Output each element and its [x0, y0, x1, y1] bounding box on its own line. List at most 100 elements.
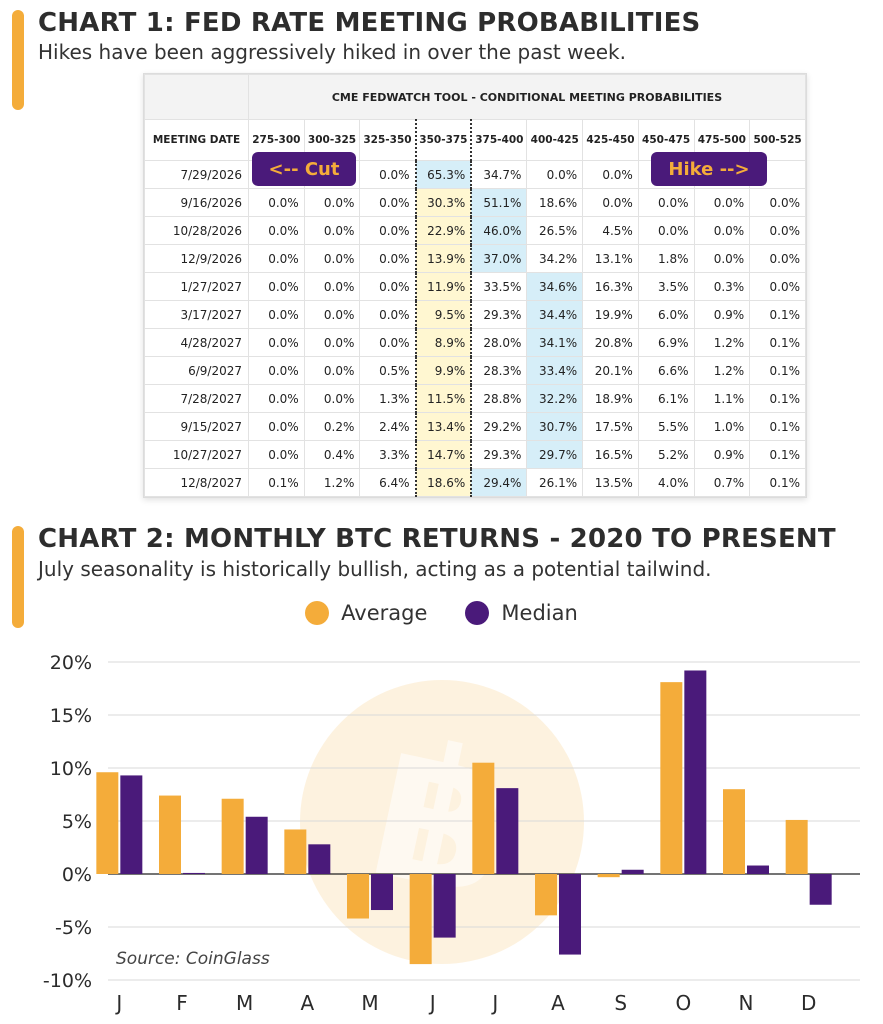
bar-average-3: [284, 829, 307, 874]
probability-cell: 0.0%: [582, 160, 639, 189]
probability-cell: 0.1%: [749, 328, 806, 357]
chart2-title: CHART 2: MONTHLY BTC RETURNS - 2020 TO P…: [38, 524, 836, 554]
probability-cell: 0.0%: [359, 272, 417, 301]
cut-tag: <-- Cut: [252, 152, 356, 186]
probability-cell: 34.1%: [526, 328, 584, 357]
probability-cell: 30.3%: [414, 188, 472, 217]
probability-cell: 0.1%: [749, 384, 806, 413]
bar-average-2: [221, 798, 244, 874]
chart-bars: [96, 670, 832, 965]
probability-cell: 0.0%: [359, 328, 417, 357]
bar-median-11: [809, 874, 832, 905]
meeting-date-cell: 3/17/2027: [144, 300, 249, 329]
bar-average-4: [347, 874, 369, 919]
probability-cell: 6.6%: [637, 356, 695, 385]
y-tick-label: 5%: [62, 811, 92, 833]
bar-median-5: [433, 874, 456, 938]
probability-cell: 0.0%: [248, 328, 305, 357]
meeting-date-cell: 9/15/2027: [144, 412, 249, 441]
probability-cell: 11.9%: [414, 272, 472, 301]
meeting-date-cell: 12/9/2026: [144, 244, 249, 273]
y-tick-label: 10%: [50, 758, 92, 780]
probability-cell: 0.0%: [303, 356, 361, 385]
meeting-date-cell: 4/28/2027: [144, 328, 249, 357]
probability-cell: 6.4%: [359, 468, 417, 497]
legend-item-median: Median: [465, 601, 578, 625]
probability-cell: 33.4%: [526, 356, 584, 385]
probability-cell: 16.3%: [582, 272, 639, 301]
probability-cell: 26.1%: [526, 468, 584, 497]
bar-average-9: [660, 682, 683, 874]
legend-swatch-average: [305, 601, 330, 625]
probability-cell: 0.4%: [303, 440, 361, 469]
table-row: 9/16/2026 0.0% 0.0% 0.0% 30.3% 51.1% 18.6% 0.0%…: [144, 188, 806, 217]
probability-cell: 34.6%: [526, 272, 584, 301]
probability-cell: 34.4%: [526, 300, 584, 329]
probability-cell: 0.0%: [359, 216, 417, 245]
probability-cell: 29.3%: [470, 300, 528, 329]
probability-cell: 32.2%: [526, 384, 584, 413]
probability-cell: 28.8%: [470, 384, 528, 413]
meeting-date-cell: 1/27/2027: [144, 272, 249, 301]
probability-cell: 0.0%: [526, 160, 584, 189]
table-row: 7/28/2027 0.0% 0.0% 1.3% 11.5% 28.8% 32.2% 18.9…: [144, 384, 806, 413]
probability-cell: 0.1%: [749, 440, 806, 469]
x-tick-label: J: [428, 991, 436, 1015]
probability-cell: 20.1%: [582, 356, 639, 385]
probability-cell: 5.5%: [637, 412, 695, 441]
probability-cell: 29.7%: [526, 440, 584, 469]
x-tick-label: J: [490, 991, 498, 1015]
probability-cell: 1.3%: [359, 384, 417, 413]
probability-cell: 0.0%: [637, 188, 695, 217]
probability-cell: 8.9%: [414, 328, 472, 357]
table-row: 12/8/2027 0.1% 1.2% 6.4% 18.6% 29.4% 26.1% 13.5…: [144, 468, 806, 497]
column-header: 350-375: [414, 119, 472, 161]
probability-cell: 51.1%: [470, 188, 528, 217]
probability-cell: 11.5%: [414, 384, 472, 413]
table-row: 12/9/2026 0.0% 0.0% 0.0% 13.9% 37.0% 34.2% 13.1…: [144, 244, 806, 273]
bar-average-11: [785, 819, 808, 874]
chart2-subtitle: July seasonality is historically bullish…: [38, 557, 712, 581]
y-tick-label: -10%: [43, 970, 92, 992]
probability-cell: 0.0%: [359, 300, 417, 329]
probability-cell: 13.1%: [582, 244, 639, 273]
bar-average-7: [535, 874, 557, 916]
probability-cell: 30.7%: [526, 412, 584, 441]
column-header: 375-400: [470, 119, 528, 161]
probability-cell: 0.1%: [749, 412, 806, 441]
y-tick-label: -5%: [55, 917, 92, 939]
probability-cell: 22.9%: [414, 216, 472, 245]
fedwatch-table: CME FEDWATCH TOOL - CONDITIONAL MEETING …: [144, 74, 806, 497]
probability-cell: 0.9%: [693, 440, 751, 469]
table-body: 7/29/2026 0.0% 65.3% 34.7% 0.0% 0.0% 9/16/2026…: [144, 160, 806, 497]
probability-cell: 28.0%: [470, 328, 528, 357]
legend-item-average: Average: [305, 601, 427, 625]
bar-median-8: [621, 869, 644, 874]
probability-cell: 0.0%: [303, 272, 361, 301]
bar-median-9: [684, 670, 707, 874]
probability-cell: 33.5%: [470, 272, 528, 301]
probability-cell: 9.5%: [414, 300, 472, 329]
probability-cell: 0.1%: [749, 468, 806, 497]
probability-cell: 0.0%: [749, 272, 806, 301]
table-header-row: MEETING DATE 275-300 300-325 325-350 350-375…: [144, 119, 806, 161]
probability-cell: 0.3%: [693, 272, 751, 301]
probability-cell: 13.9%: [414, 244, 472, 273]
probability-cell: 0.0%: [303, 244, 361, 273]
probability-cell: 13.4%: [414, 412, 472, 441]
y-axis: -10% -5% 0% 5% 10% 15% 20%: [43, 652, 92, 992]
probability-cell: 9.9%: [414, 356, 472, 385]
probability-cell: 17.5%: [582, 412, 639, 441]
y-tick-label: 20%: [50, 652, 92, 674]
x-tick-label: S: [614, 991, 627, 1015]
probability-cell: 0.0%: [248, 188, 305, 217]
meeting-date-cell: 7/28/2027: [144, 384, 249, 413]
bar-average-1: [159, 795, 181, 874]
y-tick-label: 0%: [62, 864, 92, 886]
table-row: 3/17/2027 0.0% 0.0% 0.0% 9.5% 29.3% 34.4% 19.9%…: [144, 300, 806, 329]
probability-cell: 0.0%: [303, 328, 361, 357]
probability-cell: 1.1%: [693, 384, 751, 413]
chart2-legend: Average Median: [0, 601, 883, 625]
probability-cell: 1.2%: [303, 468, 361, 497]
probability-cell: 19.9%: [582, 300, 639, 329]
